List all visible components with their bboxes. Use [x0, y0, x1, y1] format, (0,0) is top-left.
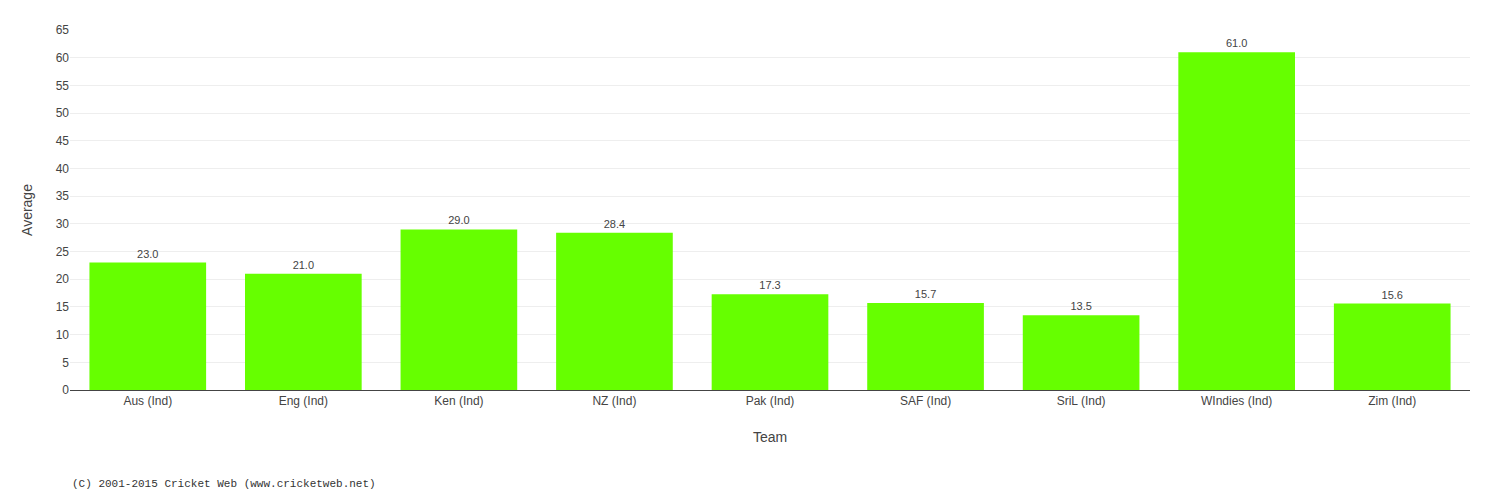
svg-text:5: 5: [62, 356, 69, 370]
svg-text:Eng (Ind): Eng (Ind): [279, 394, 328, 408]
svg-text:SriL (Ind): SriL (Ind): [1057, 394, 1106, 408]
svg-text:Team: Team: [753, 429, 787, 445]
svg-text:Ken (Ind): Ken (Ind): [434, 394, 483, 408]
svg-text:40: 40: [56, 162, 70, 176]
svg-text:SAF (Ind): SAF (Ind): [900, 394, 951, 408]
svg-text:10: 10: [56, 328, 70, 342]
svg-text:NZ (Ind): NZ (Ind): [592, 394, 636, 408]
svg-text:15.6: 15.6: [1382, 289, 1403, 301]
svg-text:WIndies (Ind): WIndies (Ind): [1201, 394, 1272, 408]
svg-text:Zim (Ind): Zim (Ind): [1368, 394, 1416, 408]
svg-text:35: 35: [56, 189, 70, 203]
svg-text:(C) 2001-2015 Cricket Web (www: (C) 2001-2015 Cricket Web (www.cricketwe…: [72, 478, 376, 490]
svg-text:21.0: 21.0: [293, 259, 314, 271]
svg-text:28.4: 28.4: [604, 218, 625, 230]
svg-text:30: 30: [56, 217, 70, 231]
svg-text:15.7: 15.7: [915, 288, 936, 300]
svg-text:Average: Average: [19, 184, 35, 236]
svg-text:Aus (Ind): Aus (Ind): [123, 394, 172, 408]
svg-text:29.0: 29.0: [448, 214, 469, 226]
svg-text:61.0: 61.0: [1226, 37, 1247, 49]
svg-text:50: 50: [56, 106, 70, 120]
svg-text:23.0: 23.0: [137, 248, 158, 260]
svg-text:15: 15: [56, 300, 70, 314]
svg-text:25: 25: [56, 245, 70, 259]
svg-text:55: 55: [56, 79, 70, 93]
svg-text:45: 45: [56, 134, 70, 148]
svg-text:20: 20: [56, 272, 70, 286]
svg-text:17.3: 17.3: [759, 279, 780, 291]
svg-text:Pak (Ind): Pak (Ind): [746, 394, 795, 408]
svg-text:60: 60: [56, 51, 70, 65]
svg-text:0: 0: [62, 383, 69, 397]
svg-text:65: 65: [56, 23, 70, 37]
svg-text:13.5: 13.5: [1070, 300, 1091, 312]
